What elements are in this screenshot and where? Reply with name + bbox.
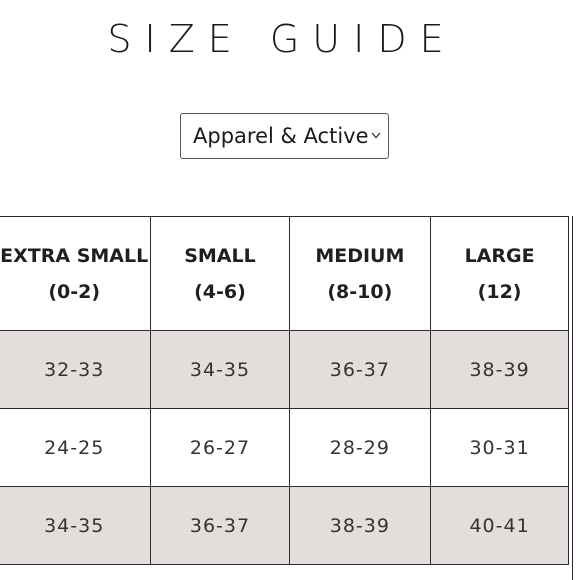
table-cell: 40-41: [430, 486, 569, 565]
category-select[interactable]: Apparel & Active: [180, 113, 389, 159]
size-table: EXTRA SMALL (0-2) SMALL (4-6) MEDIUM (8-…: [0, 216, 569, 565]
category-select-value: Apparel & Active: [193, 124, 369, 148]
table-row: 32-33 34-35 36-37 38-39: [0, 330, 569, 409]
column-header-label: SMALL: [184, 244, 256, 267]
table-cell: 34-35: [0, 486, 152, 565]
table-cell: 30-31: [430, 408, 569, 487]
page-title: SIZE GUIDE: [107, 17, 457, 61]
table-cell: 32-33: [0, 330, 152, 409]
column-header-size-range: (4-6): [194, 280, 246, 303]
size-table-container: EXTRA SMALL (0-2) SMALL (4-6) MEDIUM (8-…: [0, 216, 573, 580]
table-cell: 38-39: [430, 330, 569, 409]
chevron-down-icon: [371, 132, 381, 139]
column-header-label: EXTRA SMALL: [0, 244, 149, 267]
table-header-row: EXTRA SMALL (0-2) SMALL (4-6) MEDIUM (8-…: [0, 216, 569, 331]
column-header-large: LARGE (12): [430, 216, 569, 331]
column-header-label: LARGE: [464, 244, 535, 267]
column-header-label: MEDIUM: [315, 244, 405, 267]
table-cell: 28-29: [288, 408, 432, 487]
table-cell: 34-35: [150, 330, 290, 409]
table-cell: 26-27: [150, 408, 290, 487]
table-cell: 36-37: [288, 330, 432, 409]
column-header-extra-small: EXTRA SMALL (0-2): [0, 216, 152, 331]
table-cell: 38-39: [288, 486, 432, 565]
table-cell: 36-37: [150, 486, 290, 565]
column-header-medium: MEDIUM (8-10): [288, 216, 432, 331]
column-header-size-range: (0-2): [48, 280, 101, 303]
column-header-small: SMALL (4-6): [150, 216, 290, 331]
table-row: 24-25 26-27 28-29 30-31: [0, 408, 569, 487]
table-cell: 24-25: [0, 408, 152, 487]
table-row: 34-35 36-37 38-39 40-41: [0, 486, 569, 565]
column-header-size-range: (12): [477, 280, 522, 303]
column-header-size-range: (8-10): [327, 280, 393, 303]
